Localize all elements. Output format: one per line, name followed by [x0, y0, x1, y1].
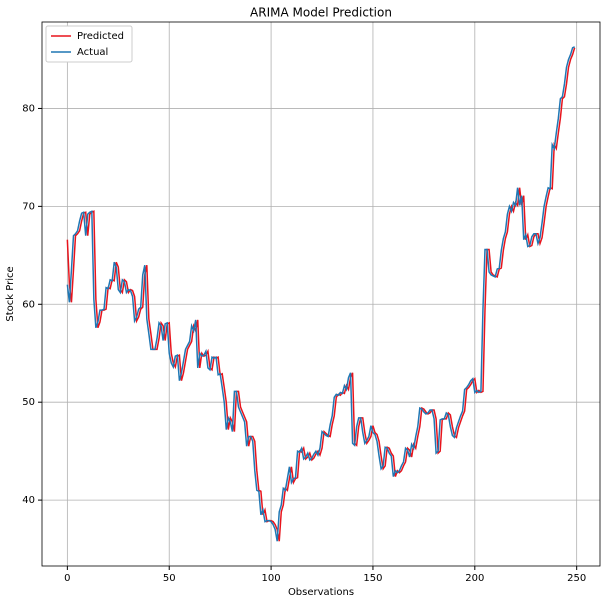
x-tick-label: 100: [262, 573, 281, 584]
y-tick-label: 40: [22, 495, 35, 506]
y-tick-label: 60: [22, 299, 35, 310]
legend-label: Predicted: [77, 31, 124, 42]
chart-title: ARIMA Model Prediction: [250, 6, 392, 20]
y-tick-label: 80: [22, 103, 35, 114]
x-tick-label: 50: [163, 573, 176, 584]
legend-box: [45, 25, 133, 63]
plot-frame: [41, 21, 601, 567]
x-axis-label: Observations: [288, 587, 354, 598]
legend-label: Actual: [77, 47, 108, 58]
y-tick-label: 50: [22, 397, 35, 408]
series-line: [66, 46, 575, 542]
y-axis-label: Stock Price: [5, 266, 16, 321]
x-tick-label: 0: [64, 573, 70, 584]
series-line: [66, 47, 576, 542]
x-tick-label: 250: [567, 573, 586, 584]
x-tick-label: 150: [363, 573, 382, 584]
y-tick-label: 70: [22, 201, 35, 212]
x-tick-label: 200: [465, 573, 484, 584]
